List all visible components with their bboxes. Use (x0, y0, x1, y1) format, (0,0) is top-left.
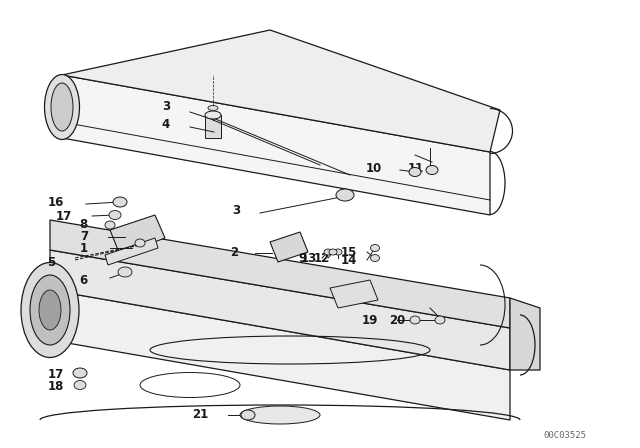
Ellipse shape (105, 221, 115, 229)
Ellipse shape (73, 368, 87, 378)
Polygon shape (50, 250, 510, 370)
Text: 2: 2 (230, 246, 238, 259)
Ellipse shape (135, 239, 145, 247)
Ellipse shape (118, 267, 132, 277)
Ellipse shape (426, 165, 438, 175)
Polygon shape (50, 290, 510, 420)
Polygon shape (510, 298, 540, 370)
Text: 21: 21 (192, 409, 208, 422)
Ellipse shape (324, 249, 332, 255)
Text: 20: 20 (388, 314, 405, 327)
Text: 12: 12 (314, 253, 330, 266)
Ellipse shape (21, 263, 79, 358)
Polygon shape (205, 115, 221, 138)
Ellipse shape (240, 406, 320, 424)
Text: 7: 7 (80, 231, 88, 244)
Text: 1: 1 (80, 241, 88, 254)
Ellipse shape (329, 249, 337, 255)
Text: 8: 8 (80, 217, 88, 231)
Ellipse shape (74, 380, 86, 389)
Ellipse shape (371, 245, 380, 251)
Text: 16: 16 (47, 195, 64, 208)
Text: 5: 5 (47, 257, 55, 270)
Ellipse shape (410, 316, 420, 324)
Text: 10: 10 (365, 161, 382, 175)
Text: 00C03525: 00C03525 (543, 431, 586, 439)
Text: 4: 4 (162, 117, 170, 130)
Polygon shape (105, 238, 158, 265)
Ellipse shape (336, 189, 354, 201)
Text: 3: 3 (162, 100, 170, 113)
Ellipse shape (109, 211, 121, 220)
Ellipse shape (51, 83, 73, 131)
Ellipse shape (334, 249, 342, 255)
Polygon shape (330, 280, 378, 308)
Text: 3: 3 (232, 203, 240, 216)
Text: 17: 17 (56, 210, 72, 223)
Text: 9: 9 (299, 253, 307, 266)
Text: 11: 11 (408, 161, 424, 175)
Ellipse shape (205, 111, 221, 119)
Text: 15: 15 (340, 246, 357, 258)
Polygon shape (62, 75, 490, 215)
Text: 14: 14 (340, 254, 357, 267)
Ellipse shape (45, 74, 79, 139)
Ellipse shape (113, 197, 127, 207)
Ellipse shape (208, 105, 218, 111)
Ellipse shape (435, 316, 445, 324)
Ellipse shape (39, 290, 61, 330)
Text: 17: 17 (48, 367, 64, 380)
Text: 6: 6 (80, 273, 88, 287)
Ellipse shape (409, 168, 421, 177)
Ellipse shape (30, 275, 70, 345)
Text: 18: 18 (47, 379, 64, 392)
Text: 13: 13 (301, 253, 317, 266)
Polygon shape (270, 232, 308, 262)
Polygon shape (50, 220, 510, 328)
Ellipse shape (371, 254, 380, 262)
Polygon shape (62, 30, 500, 152)
Text: 19: 19 (362, 314, 378, 327)
Ellipse shape (241, 410, 255, 420)
Polygon shape (110, 215, 165, 255)
